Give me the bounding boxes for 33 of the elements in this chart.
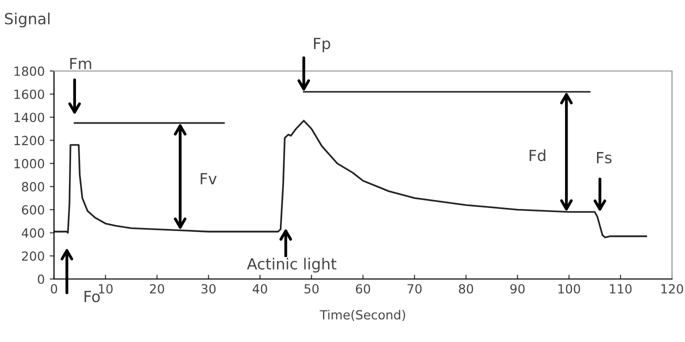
annotation: Fp [314, 38, 330, 52]
x-tick-label: 0 [50, 284, 58, 294]
x-axis-title: Time(Second) [320, 310, 406, 321]
y-tick-label: 800 [22, 182, 44, 192]
annotation: Actinic light [246, 258, 336, 273]
annotation: Fv [200, 173, 217, 184]
x-tick-label: 90 [510, 284, 525, 294]
x-tick-label: 100 [558, 284, 580, 294]
annotation: Fd [530, 149, 546, 162]
text: Fo [84, 290, 100, 302]
x-tick-label: 110 [610, 284, 632, 294]
x-tick-label: 40 [252, 284, 268, 294]
x-tick-label: 10 [98, 284, 113, 294]
x-tick-label: 20 [150, 284, 164, 294]
x-tick-label: 30 [202, 284, 216, 294]
y-tick-label: 1400 [14, 112, 44, 122]
x-tick-label: 80 [458, 284, 474, 294]
y-tick-label: 1600 [14, 90, 44, 100]
x-tick-label: 50 [304, 284, 319, 294]
x-tick-label: 60 [356, 284, 370, 294]
x-tick-label: 120 [661, 284, 684, 294]
line-series [54, 120, 648, 238]
y-tick-label: 600 [22, 205, 44, 215]
y-tick-label: 400 [22, 228, 44, 238]
text: Fm [70, 58, 92, 70]
annotation: Fs [597, 152, 612, 164]
y-tick-label: 1200 [14, 136, 44, 146]
y-tick-label: 1000 [14, 158, 44, 168]
y-tick-label: 0 [38, 274, 44, 284]
y-tick-label: 200 [22, 251, 44, 261]
y-axis-title: Signal [5, 12, 50, 28]
y-tick-label: 1800 [14, 66, 44, 76]
x-tick-label: 70 [408, 284, 422, 294]
